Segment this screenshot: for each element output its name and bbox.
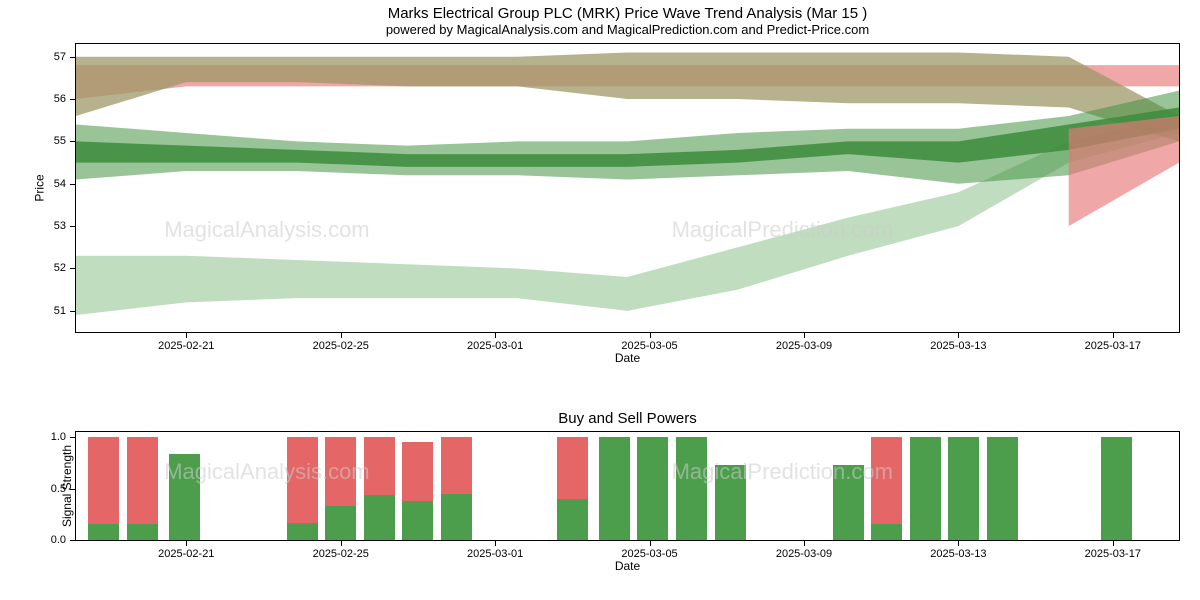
signal-bar bbox=[557, 437, 588, 540]
signal-bar bbox=[987, 437, 1018, 540]
y-axis-ticks: 51525354555657 bbox=[68, 44, 76, 332]
price-plot-area: Price 51525354555657 2025-02-212025-02-2… bbox=[75, 43, 1180, 333]
bottom-y-axis-ticks: 0.00.51.0 bbox=[68, 432, 76, 540]
signal-bar bbox=[715, 465, 746, 540]
signal-bar bbox=[127, 437, 158, 540]
signal-bar bbox=[441, 437, 472, 540]
chart-title: Marks Electrical Group PLC (MRK) Price W… bbox=[75, 0, 1180, 22]
signal-bar bbox=[364, 437, 395, 540]
signal-bar bbox=[833, 465, 864, 540]
bottom-chart-title: Buy and Sell Powers bbox=[75, 410, 1180, 427]
signal-bar bbox=[1101, 437, 1132, 540]
signal-bar bbox=[402, 442, 433, 540]
y-axis-label: Price bbox=[33, 174, 47, 201]
signal-bar bbox=[871, 437, 902, 540]
buy-sell-chart: Buy and Sell Powers Signal Strength 0.00… bbox=[75, 410, 1180, 590]
signal-bar bbox=[325, 437, 356, 540]
x-axis-ticks: 2025-02-212025-02-252025-03-012025-03-05… bbox=[76, 332, 1179, 340]
chart-subtitle: powered by MagicalAnalysis.com and Magic… bbox=[75, 22, 1180, 37]
signal-bar bbox=[287, 437, 318, 540]
figure-container: Marks Electrical Group PLC (MRK) Price W… bbox=[0, 0, 1200, 600]
signal-bar bbox=[948, 437, 979, 540]
x-axis-label-bottom: Date bbox=[75, 559, 1180, 573]
signal-bar bbox=[88, 437, 119, 540]
signal-bar bbox=[637, 437, 668, 540]
bottom-x-axis-ticks: 2025-02-212025-02-252025-03-012025-03-05… bbox=[76, 540, 1179, 548]
bars-container bbox=[76, 432, 1179, 540]
signal-plot-area: Signal Strength 0.00.51.0 2025-02-212025… bbox=[75, 431, 1180, 541]
wave-bands bbox=[76, 44, 1179, 332]
signal-bar bbox=[169, 454, 200, 540]
signal-bar bbox=[599, 437, 630, 540]
signal-bar bbox=[910, 437, 941, 540]
price-wave-chart: Marks Electrical Group PLC (MRK) Price W… bbox=[75, 0, 1180, 400]
signal-bar bbox=[676, 437, 707, 540]
x-axis-label: Date bbox=[75, 351, 1180, 365]
